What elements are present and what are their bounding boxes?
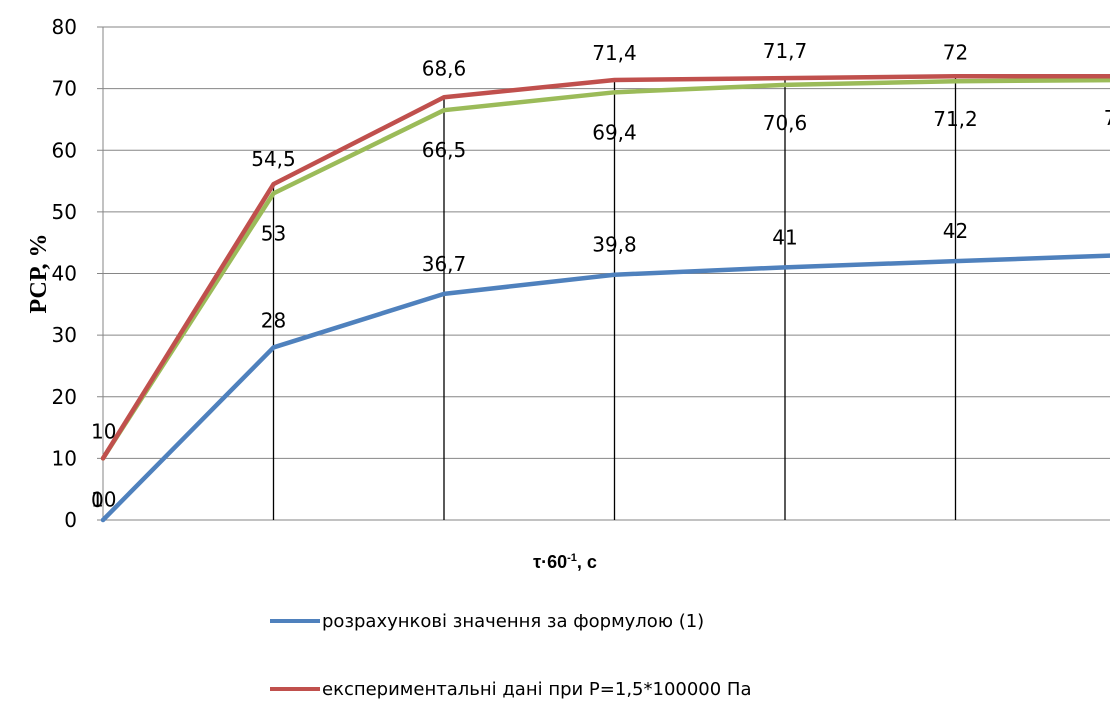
data-label-calculated: 0 [91, 488, 104, 512]
data-label-third: 69,4 [592, 120, 637, 144]
data-label-third: 10 [91, 487, 116, 511]
y-tick-label: 10 [52, 446, 77, 470]
data-label-third: 71,2 [933, 107, 978, 131]
legend-item-experimental: експериментальні дані при Р=1,5*100000 П… [270, 676, 752, 702]
y-axis-label: РСР, % [26, 234, 52, 314]
data-label-calculated: 39,8 [592, 233, 637, 257]
y-tick-label: 50 [52, 200, 77, 224]
data-label-third: 70,6 [763, 111, 808, 135]
data-label-experimental: 71,4 [592, 41, 637, 65]
x-axis-label: τ·60-1, с [533, 552, 597, 572]
data-label-third: 71,4 [1104, 106, 1110, 130]
y-tick-label: 30 [52, 323, 77, 347]
data-label-experimental: 71,7 [763, 39, 808, 63]
legend-item-calculated: розрахункові значення за формулою (1) [270, 608, 704, 634]
data-label-calculated: 42 [943, 219, 968, 243]
y-tick-label: 0 [64, 508, 77, 532]
legend-swatch-experimental [270, 687, 320, 691]
data-label-experimental: 10 [91, 419, 116, 443]
data-label-calculated: 41 [772, 225, 797, 249]
data-label-third: 53 [261, 221, 286, 245]
y-tick-label: 20 [52, 385, 77, 409]
data-label-experimental: 54,5 [251, 147, 296, 171]
y-tick-label: 70 [52, 77, 77, 101]
y-tick-label: 80 [52, 15, 77, 39]
series-line-third [100, 77, 1110, 461]
y-tick-label: 60 [52, 138, 77, 162]
data-label-experimental: 72 [943, 40, 968, 64]
y-tick-label: 40 [52, 262, 77, 286]
legend-label-experimental: експериментальні дані при Р=1,5*100000 П… [322, 678, 752, 700]
data-label-third: 66,5 [422, 138, 467, 162]
series-line-calculated [100, 253, 1110, 523]
data-label-calculated: 28 [261, 308, 286, 332]
legend-swatch-calculated [270, 619, 320, 623]
legend-label-calculated: розрахункові значення за формулою (1) [322, 610, 705, 632]
data-label-calculated: 36,7 [422, 252, 467, 276]
data-label-experimental: 68,6 [422, 56, 467, 80]
series-line-experimental [100, 74, 1110, 461]
